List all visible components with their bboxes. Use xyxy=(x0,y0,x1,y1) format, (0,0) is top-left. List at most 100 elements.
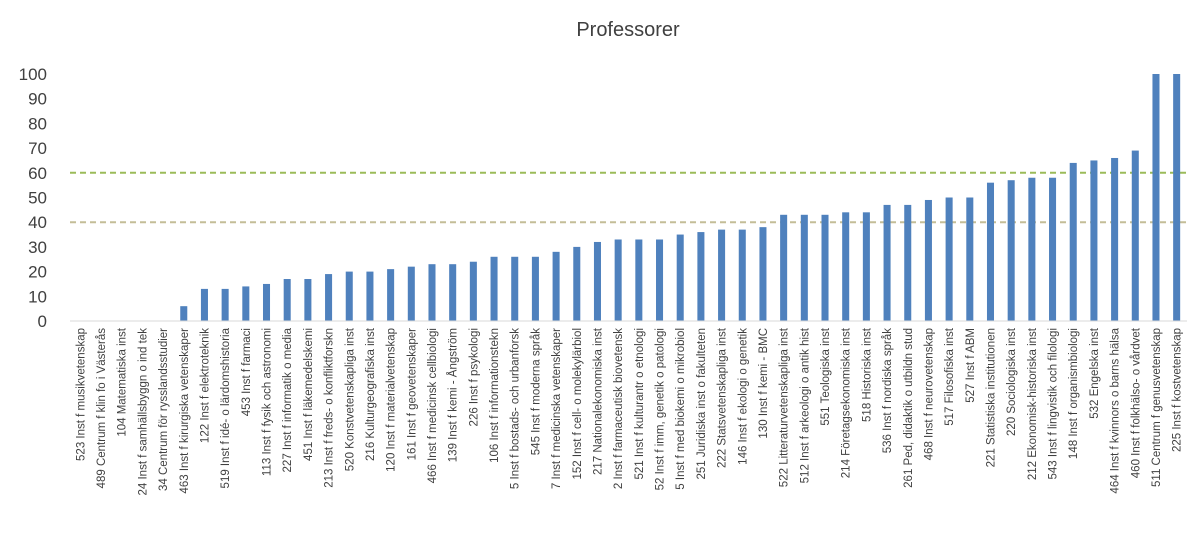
x-tick-label: 217 Nationalekonomiska inst xyxy=(592,327,604,475)
bar xyxy=(449,264,457,321)
x-tick-label: 512 Inst f arkeologi o antik hist xyxy=(799,327,811,483)
x-tick-label: 451 Inst f läkemedelskemi xyxy=(303,328,315,461)
y-tick-label: 80 xyxy=(28,114,47,133)
bar xyxy=(366,271,374,321)
bar xyxy=(1007,180,1015,321)
bar xyxy=(428,264,436,321)
bar xyxy=(552,251,560,321)
x-tick-label: 460 Inst f folkhälso- o vårdvet xyxy=(1130,327,1142,478)
bar xyxy=(904,204,912,321)
x-tick-label: 214 Företagsekonomiska inst xyxy=(841,327,853,478)
x-tick-label: 148 Inst f organismbiologi xyxy=(1068,328,1080,459)
x-tick-label: 536 Inst f nordiska språk xyxy=(882,328,894,454)
y-tick-label: 90 xyxy=(28,90,47,109)
y-tick-label: 70 xyxy=(28,139,47,158)
bar xyxy=(573,246,581,321)
y-tick-label: 10 xyxy=(28,287,47,306)
bar xyxy=(986,182,995,321)
x-tick-label: 52 Inst f imm, genetik o patologi xyxy=(655,328,667,490)
x-tick-label: 545 Inst f moderna språk xyxy=(530,328,542,455)
y-tick-label: 60 xyxy=(28,164,47,183)
x-tick-label: 5 Inst f med biokemi o mikrobiol xyxy=(675,328,687,490)
bar xyxy=(966,197,974,321)
bar xyxy=(780,214,788,321)
x-tick-label: 146 Inst f ekologi o genetik xyxy=(737,328,749,465)
x-tick-label: 139 Inst f kemi - Ångström xyxy=(447,328,460,462)
bar xyxy=(180,306,188,321)
bar xyxy=(1069,162,1077,321)
y-tick-label: 50 xyxy=(28,189,47,208)
bar xyxy=(656,239,664,321)
chart-title: Professorer xyxy=(576,19,680,41)
x-tick-label: 466 Inst f medicinsk cellbiologi xyxy=(427,328,439,483)
x-tick-label: 122 Inst f elektroteknik xyxy=(199,328,211,443)
bar xyxy=(221,288,229,321)
x-tick-label: 222 Statsvetenskapliga inst xyxy=(717,327,729,468)
bar xyxy=(842,212,850,321)
x-tick-label: 227 Inst f informatik o media xyxy=(282,327,294,472)
x-tick-label: 463 Inst f kirurgiska vetenskaper xyxy=(179,328,191,494)
x-tick-label: 161 Inst f geovetenskaper xyxy=(406,328,418,461)
bar xyxy=(531,256,539,321)
x-tick-label: 551 Teologiska inst xyxy=(820,327,832,425)
bar xyxy=(635,239,643,321)
x-tick-label: 464 Inst f kvinnors o barns hälsa xyxy=(1110,327,1122,493)
bar xyxy=(1152,74,1160,321)
bar xyxy=(1028,177,1036,321)
x-tick-label: 7 Inst f medicinska vetenskaper xyxy=(551,328,563,489)
bar xyxy=(407,266,415,321)
x-tick-label: 106 Inst f informationstekn xyxy=(489,328,501,463)
bar xyxy=(697,232,705,321)
y-tick-label: 20 xyxy=(28,263,47,282)
bar xyxy=(490,256,498,321)
bar xyxy=(759,227,767,321)
y-tick-label: 40 xyxy=(28,213,47,232)
x-tick-label: 113 Inst f fysik och astronomi xyxy=(262,328,274,476)
bar xyxy=(800,214,808,321)
x-tick-label: 104 Matematiska inst xyxy=(117,327,129,436)
bar xyxy=(883,204,891,321)
bar xyxy=(718,229,726,321)
bar xyxy=(345,271,353,321)
x-tick-label: 522 Litteraturvetenskapliga inst xyxy=(779,327,791,487)
bar xyxy=(1090,160,1098,321)
bar xyxy=(738,229,746,321)
x-tick-label: 220 Sociologiska inst xyxy=(1006,327,1018,436)
x-tick-label: 521 Inst f kulturantr o etnologi xyxy=(634,328,646,480)
y-tick-label: 100 xyxy=(19,65,47,84)
x-tick-label: 251 Juridiska inst o fakulteten xyxy=(696,328,708,480)
x-tick-label: 213 Inst f freds- o konfliktforskn xyxy=(324,328,336,488)
x-tick-label: 226 Inst f psykologi xyxy=(468,328,480,426)
bar xyxy=(614,239,622,321)
bar xyxy=(262,283,271,321)
bar xyxy=(1049,177,1057,321)
y-tick-label: 0 xyxy=(38,312,47,331)
x-tick-label: 225 Inst f kostvetenskap xyxy=(1172,328,1184,452)
x-tick-label: 543 Inst f lingvistik och filologi xyxy=(1048,328,1060,480)
bar xyxy=(242,286,250,321)
x-tick-label: 216 Kulturgeografiska inst xyxy=(365,327,377,461)
bar xyxy=(593,241,601,321)
bar xyxy=(1131,150,1139,321)
bar xyxy=(387,269,395,321)
bar xyxy=(1173,74,1181,321)
x-tick-label: 261 Ped, didaktik o utbildn stud xyxy=(903,328,915,488)
x-tick-label: 517 Filosofiska inst xyxy=(944,327,956,426)
x-tick-label: 24 Inst f samhällsbyggn o ind tek xyxy=(137,328,149,496)
x-tick-label: 120 Inst f materialvetenskap xyxy=(386,328,398,472)
bar xyxy=(676,234,684,321)
x-tick-label: 468 Inst f neurovetenskap xyxy=(923,328,935,460)
y-tick-label: 30 xyxy=(28,238,47,257)
x-tick-label: 221 Statistiska institutionen xyxy=(985,328,997,467)
x-tick-label: 518 Historiska inst xyxy=(861,327,873,422)
bar xyxy=(469,261,477,321)
bar xyxy=(1111,157,1119,321)
x-tick-label: 453 Inst f farmaci xyxy=(241,328,253,416)
bar xyxy=(821,214,829,321)
x-tick-label: 523 Inst f musikvetenskap xyxy=(75,328,87,461)
bar xyxy=(862,212,870,321)
bar xyxy=(304,279,312,321)
x-tick-label: 212 Ekonomisk-historiska inst xyxy=(1027,327,1039,480)
x-tick-label: 2 Inst f farmaceutisk biovetensk xyxy=(613,328,625,489)
